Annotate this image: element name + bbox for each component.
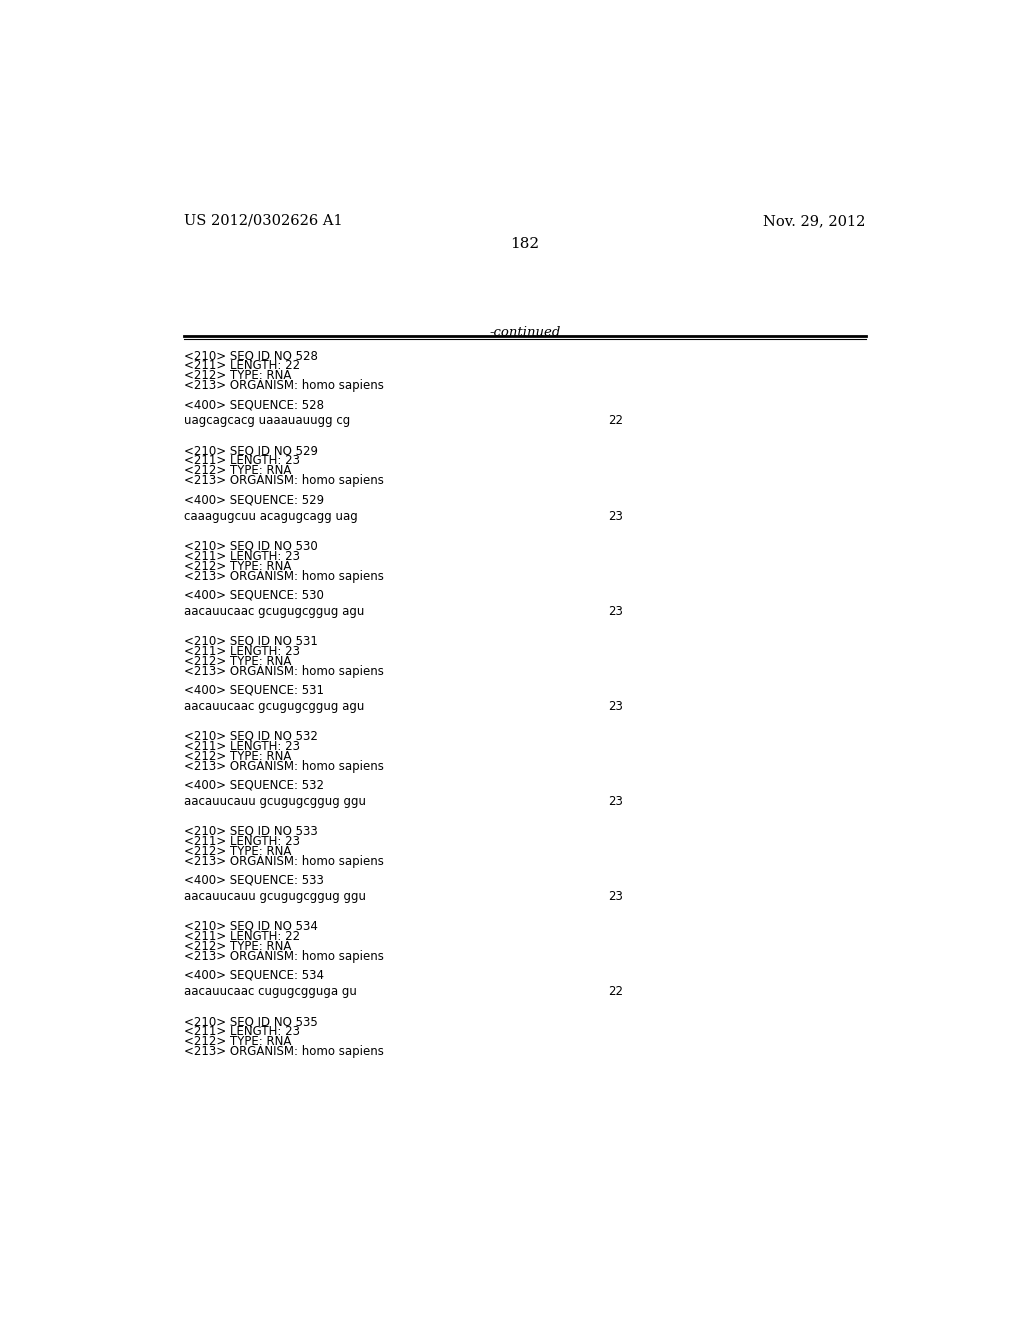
- Text: <212> TYPE: RNA: <212> TYPE: RNA: [183, 940, 291, 953]
- Text: <400> SEQUENCE: 530: <400> SEQUENCE: 530: [183, 589, 324, 602]
- Text: <400> SEQUENCE: 533: <400> SEQUENCE: 533: [183, 874, 324, 887]
- Text: <211> LENGTH: 22: <211> LENGTH: 22: [183, 359, 300, 372]
- Text: <400> SEQUENCE: 529: <400> SEQUENCE: 529: [183, 494, 324, 507]
- Text: <400> SEQUENCE: 532: <400> SEQUENCE: 532: [183, 779, 324, 792]
- Text: caaagugcuu acagugcagg uag: caaagugcuu acagugcagg uag: [183, 510, 357, 523]
- Text: aacauucaac gcugugcggug agu: aacauucaac gcugugcggug agu: [183, 605, 365, 618]
- Text: -continued: -continued: [489, 326, 560, 339]
- Text: 23: 23: [608, 605, 624, 618]
- Text: aacauucauu gcugugcggug ggu: aacauucauu gcugugcggug ggu: [183, 890, 366, 903]
- Text: <400> SEQUENCE: 528: <400> SEQUENCE: 528: [183, 399, 324, 412]
- Text: <210> SEQ ID NO 533: <210> SEQ ID NO 533: [183, 825, 317, 838]
- Text: <210> SEQ ID NO 530: <210> SEQ ID NO 530: [183, 540, 317, 553]
- Text: Nov. 29, 2012: Nov. 29, 2012: [764, 214, 866, 228]
- Text: <211> LENGTH: 23: <211> LENGTH: 23: [183, 834, 300, 847]
- Text: <213> ORGANISM: homo sapiens: <213> ORGANISM: homo sapiens: [183, 379, 384, 392]
- Text: <211> LENGTH: 23: <211> LENGTH: 23: [183, 454, 300, 467]
- Text: <212> TYPE: RNA: <212> TYPE: RNA: [183, 845, 291, 858]
- Text: <213> ORGANISM: homo sapiens: <213> ORGANISM: homo sapiens: [183, 1045, 384, 1059]
- Text: <400> SEQUENCE: 531: <400> SEQUENCE: 531: [183, 684, 324, 697]
- Text: aacauucaac cugugcgguga gu: aacauucaac cugugcgguga gu: [183, 985, 356, 998]
- Text: US 2012/0302626 A1: US 2012/0302626 A1: [183, 214, 342, 228]
- Text: 23: 23: [608, 890, 624, 903]
- Text: <211> LENGTH: 23: <211> LENGTH: 23: [183, 549, 300, 562]
- Text: <210> SEQ ID NO 531: <210> SEQ ID NO 531: [183, 635, 317, 648]
- Text: <211> LENGTH: 22: <211> LENGTH: 22: [183, 929, 300, 942]
- Text: <212> TYPE: RNA: <212> TYPE: RNA: [183, 1035, 291, 1048]
- Text: 23: 23: [608, 795, 624, 808]
- Text: <213> ORGANISM: homo sapiens: <213> ORGANISM: homo sapiens: [183, 855, 384, 867]
- Text: <212> TYPE: RNA: <212> TYPE: RNA: [183, 750, 291, 763]
- Text: 23: 23: [608, 510, 624, 523]
- Text: <213> ORGANISM: homo sapiens: <213> ORGANISM: homo sapiens: [183, 760, 384, 772]
- Text: <210> SEQ ID NO 535: <210> SEQ ID NO 535: [183, 1015, 317, 1028]
- Text: <212> TYPE: RNA: <212> TYPE: RNA: [183, 465, 291, 478]
- Text: 22: 22: [608, 985, 624, 998]
- Text: aacauucauu gcugugcggug ggu: aacauucauu gcugugcggug ggu: [183, 795, 366, 808]
- Text: <210> SEQ ID NO 528: <210> SEQ ID NO 528: [183, 350, 317, 363]
- Text: <212> TYPE: RNA: <212> TYPE: RNA: [183, 655, 291, 668]
- Text: <211> LENGTH: 23: <211> LENGTH: 23: [183, 1026, 300, 1038]
- Text: <212> TYPE: RNA: <212> TYPE: RNA: [183, 560, 291, 573]
- Text: <210> SEQ ID NO 529: <210> SEQ ID NO 529: [183, 445, 317, 458]
- Text: <213> ORGANISM: homo sapiens: <213> ORGANISM: homo sapiens: [183, 474, 384, 487]
- Text: <213> ORGANISM: homo sapiens: <213> ORGANISM: homo sapiens: [183, 950, 384, 964]
- Text: <213> ORGANISM: homo sapiens: <213> ORGANISM: homo sapiens: [183, 570, 384, 582]
- Text: uagcagcacg uaaauauugg cg: uagcagcacg uaaauauugg cg: [183, 414, 350, 428]
- Text: <210> SEQ ID NO 532: <210> SEQ ID NO 532: [183, 730, 317, 743]
- Text: <213> ORGANISM: homo sapiens: <213> ORGANISM: homo sapiens: [183, 665, 384, 677]
- Text: <211> LENGTH: 23: <211> LENGTH: 23: [183, 739, 300, 752]
- Text: 23: 23: [608, 700, 624, 713]
- Text: <400> SEQUENCE: 534: <400> SEQUENCE: 534: [183, 969, 324, 982]
- Text: <210> SEQ ID NO 534: <210> SEQ ID NO 534: [183, 920, 317, 933]
- Text: <211> LENGTH: 23: <211> LENGTH: 23: [183, 644, 300, 657]
- Text: 182: 182: [510, 238, 540, 251]
- Text: <212> TYPE: RNA: <212> TYPE: RNA: [183, 370, 291, 383]
- Text: 22: 22: [608, 414, 624, 428]
- Text: aacauucaac gcugugcggug agu: aacauucaac gcugugcggug agu: [183, 700, 365, 713]
